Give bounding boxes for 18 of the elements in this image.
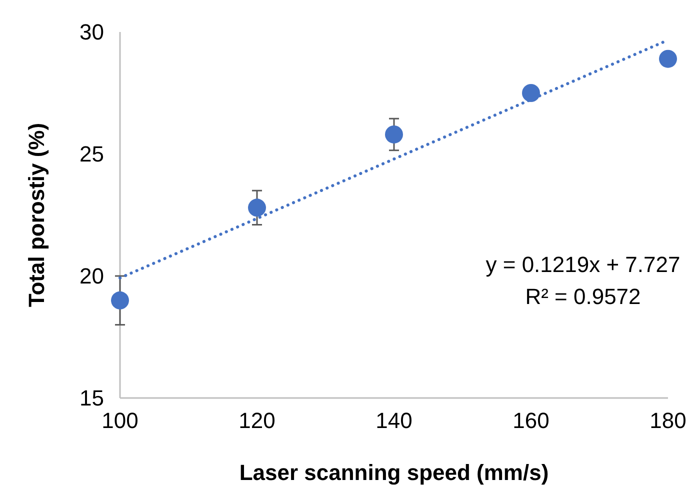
y-tick-label: 25 bbox=[80, 142, 104, 166]
x-tick-label: 120 bbox=[238, 408, 276, 433]
y-tick-label: 30 bbox=[80, 20, 104, 44]
point bbox=[659, 50, 677, 68]
y-tick-label: 20 bbox=[80, 264, 104, 288]
y-axis-title: Total porostiy (%) bbox=[24, 122, 49, 308]
annotation: y = 0.1219x + 7.727 bbox=[486, 252, 680, 277]
point bbox=[522, 84, 540, 102]
annotation: R² = 0.9572 bbox=[525, 284, 641, 309]
point bbox=[248, 198, 266, 217]
x-axis-title: Laser scanning speed (mm/s) bbox=[239, 460, 549, 485]
point bbox=[385, 125, 403, 144]
point bbox=[111, 291, 129, 310]
y-tick-label: 15 bbox=[80, 386, 104, 410]
x-tick-label: 140 bbox=[376, 408, 412, 433]
x-tick-label: 180 bbox=[650, 408, 686, 433]
x-tick-label: 160 bbox=[512, 408, 550, 433]
x-tick-label: 100 bbox=[102, 408, 138, 433]
